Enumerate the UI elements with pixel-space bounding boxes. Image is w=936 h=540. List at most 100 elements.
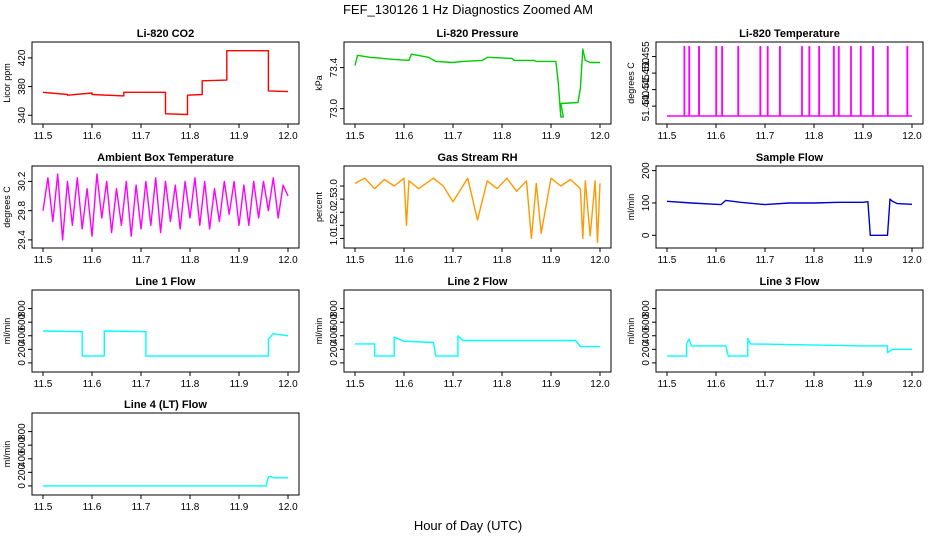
panel-3: Li-820 Temperature 11.5 11.6 11.7 11.8 11.9 12… <box>626 28 924 142</box>
x-tick-label: 11.8 <box>493 131 512 142</box>
plot-frame <box>655 165 924 249</box>
y-axis-label: ml/min <box>314 318 324 345</box>
panel-10: Line 4 (LT) Flow 11.5 11.6 11.7 11.8 11.9 12.0… <box>2 399 300 513</box>
x-tick-label: 11.8 <box>805 379 824 390</box>
y-axis-label: degrees C <box>2 186 12 228</box>
panel-title: Ambient Box Temperature <box>97 152 234 164</box>
x-tick-label: 11.5 <box>34 255 53 266</box>
panel-2: Li-820 Pressure 11.5 11.6 11.7 11.8 11.9 12.0 7… <box>314 28 612 142</box>
y-tick-label: 600 <box>329 313 340 330</box>
y-tick-label: 200 <box>17 464 28 481</box>
plot-frame <box>343 289 612 373</box>
panel-6: Sample Flow 11.5 11.6 11.7 11.8 11.9 12.0 0 100 2… <box>626 152 924 266</box>
y-tick-label: 51.445 <box>641 74 652 105</box>
x-tick-label: 11.6 <box>83 502 102 513</box>
plot-frame <box>343 165 612 249</box>
x-tick-label: 11.5 <box>658 131 677 142</box>
y-tick-label: 600 <box>17 436 28 453</box>
panel-title: Line 3 Flow <box>760 276 820 288</box>
y-tick-label: 0 <box>641 360 652 366</box>
series-line <box>42 50 289 116</box>
y-tick-label: 0 <box>329 360 340 366</box>
x-tick-label: 11.5 <box>658 379 677 390</box>
panel-title: Gas Stream RH <box>437 152 517 164</box>
panel-8: Line 2 Flow 11.5 11.6 11.7 11.8 11.9 12.0 0 2004… <box>314 276 612 390</box>
x-tick-label: 12.0 <box>590 131 610 142</box>
y-tick-label: 51.455 <box>641 41 652 72</box>
panel-7: Line 1 Flow 11.5 11.6 11.7 11.8 11.9 12.0 0 2004… <box>2 276 300 390</box>
x-tick-label: 11.6 <box>395 255 414 266</box>
y-tick-label: 51.450 <box>641 57 652 88</box>
plot-frame <box>31 412 300 496</box>
panel-1: Li-820 CO2 11.5 11.6 11.7 11.8 11.9 12.0 340 380… <box>2 28 300 142</box>
x-tick-label: 11.5 <box>346 255 365 266</box>
y-axis-label: ml/min <box>2 318 12 345</box>
x-tick-label: 11.5 <box>34 131 53 142</box>
y-tick-label: 800 <box>641 300 652 317</box>
x-tick-label: 11.7 <box>756 131 775 142</box>
panel-9: Line 3 Flow 11.5 11.6 11.7 11.8 11.9 12.0 0 2004… <box>626 276 924 390</box>
x-tick-label: 12.0 <box>278 131 298 142</box>
plot-frame <box>31 289 300 373</box>
panel-5: Gas Stream RH 11.5 11.6 11.7 11.8 11.9 12.0 1.0… <box>314 152 612 266</box>
x-tick-label: 11.6 <box>395 379 414 390</box>
x-tick-label: 11.8 <box>181 379 200 390</box>
x-tick-label: 11.6 <box>707 255 726 266</box>
y-tick-label: 3.0 <box>329 179 340 193</box>
x-tick-label: 11.5 <box>34 502 53 513</box>
panel-title: Line 2 Flow <box>448 276 508 288</box>
series-line <box>355 335 600 357</box>
x-tick-label: 11.7 <box>444 255 463 266</box>
y-tick-label: 73.0 <box>329 99 340 119</box>
panel-title: Line 1 Flow <box>136 276 196 288</box>
y-tick-label: 800 <box>329 300 340 317</box>
series-line <box>354 48 600 118</box>
y-tick-label: 0 <box>641 232 652 238</box>
x-tick-label: 11.7 <box>132 255 151 266</box>
y-axis-label: kPa <box>314 75 324 91</box>
panel-4: Ambient Box Temperature 11.5 11.6 11.7 11.8 1… <box>2 152 300 266</box>
x-tick-label: 11.5 <box>346 379 365 390</box>
y-tick-label: 29.8 <box>17 200 28 220</box>
x-tick-label: 11.6 <box>83 379 102 390</box>
y-axis-label: ml/min <box>2 441 12 468</box>
x-tick-label: 11.8 <box>181 502 200 513</box>
x-tick-label: 11.9 <box>542 131 561 142</box>
plot-frame <box>655 289 924 373</box>
panel-title: Line 4 (LT) Flow <box>124 399 207 411</box>
x-tick-label: 12.0 <box>278 255 298 266</box>
x-tick-label: 11.6 <box>83 131 102 142</box>
y-tick-label: 0 <box>17 360 28 366</box>
x-tick-label: 11.9 <box>542 379 561 390</box>
y-tick-label: 340 <box>17 106 28 123</box>
x-tick-label: 11.7 <box>132 131 151 142</box>
x-tick-label: 11.9 <box>230 131 249 142</box>
panel-title: Li-820 Pressure <box>437 28 519 40</box>
x-tick-label: 11.9 <box>854 131 873 142</box>
x-tick-label: 11.7 <box>132 502 151 513</box>
x-tick-label: 11.8 <box>493 255 512 266</box>
x-tick-label: 11.5 <box>658 255 677 266</box>
x-tick-label: 11.8 <box>805 255 824 266</box>
x-tick-label: 12.0 <box>278 502 298 513</box>
x-tick-label: 11.7 <box>756 379 775 390</box>
series-line <box>43 475 288 487</box>
y-tick-label: 200 <box>17 341 28 358</box>
y-tick-label: 400 <box>641 327 652 344</box>
x-tick-label: 11.8 <box>181 255 200 266</box>
y-tick-label: 30.2 <box>17 171 28 191</box>
x-tick-label: 11.6 <box>707 131 726 142</box>
y-tick-label: 200 <box>329 341 340 358</box>
y-tick-label: 1.0 <box>329 231 340 245</box>
y-tick-label: 0 <box>17 483 28 489</box>
y-axis-label: percent <box>314 191 324 222</box>
x-tick-label: 11.7 <box>444 379 463 390</box>
x-tick-label: 11.7 <box>756 255 775 266</box>
x-tick-label: 12.0 <box>902 131 922 142</box>
y-tick-label: 51.440 <box>641 90 652 121</box>
x-tick-label: 11.8 <box>181 131 200 142</box>
plot-frame <box>655 41 924 125</box>
x-tick-label: 12.0 <box>278 379 298 390</box>
x-axis-label: Hour of Day (UTC) <box>413 518 523 533</box>
y-tick-label: 2.5 <box>329 192 340 206</box>
